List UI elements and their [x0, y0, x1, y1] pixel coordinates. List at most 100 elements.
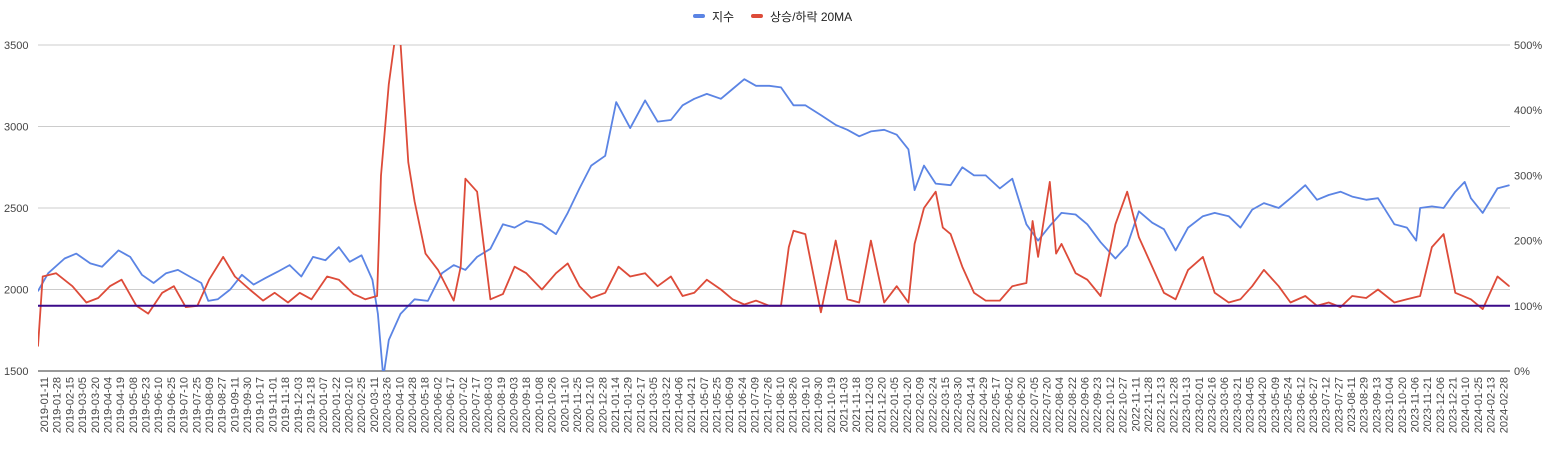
data-point: [414, 200, 416, 203]
data-point: [999, 187, 1001, 189]
x-tick-label: 2021-09-10: [800, 377, 812, 433]
legend-entry[interactable]: 지수: [693, 10, 734, 24]
legend-label: 지수: [712, 10, 734, 24]
data-point: [1443, 207, 1445, 209]
legend-label: 상승/하락 20MA: [770, 10, 852, 24]
data-point: [437, 269, 439, 271]
data-point: [1470, 298, 1472, 300]
data-point: [1482, 212, 1484, 214]
data-point: [1365, 297, 1367, 299]
data-point: [555, 272, 557, 274]
data-point: [407, 161, 409, 163]
data-point: [189, 275, 191, 278]
data-point: [1406, 227, 1408, 229]
data-point: [262, 300, 264, 302]
x-tick-label: 2020-02-25: [356, 377, 368, 433]
data-point: [1377, 288, 1379, 291]
data-point: [349, 261, 351, 263]
data-point: [1263, 269, 1265, 271]
x-tick-label: 2019-01-28: [52, 377, 64, 433]
data-point: [376, 295, 378, 297]
data-point: [732, 298, 734, 300]
data-point: [720, 288, 722, 291]
x-tick-label: 2020-09-03: [509, 377, 521, 433]
y-axis-right: 0% 100% 200% 300% 400% 500%: [1514, 40, 1542, 378]
x-tick-label: 2022-06-20: [1016, 377, 1028, 433]
x-tick-label: 2022-04-29: [978, 377, 990, 433]
data-point: [1339, 191, 1342, 193]
data-point: [300, 275, 302, 278]
data-point: [371, 279, 373, 281]
legend-entry[interactable]: 상승/하락 20MA: [751, 10, 852, 24]
data-point: [453, 264, 455, 266]
data-point: [706, 93, 708, 95]
x-tick-label: 2019-12-03: [293, 377, 305, 433]
data-point: [489, 298, 491, 300]
data-point: [999, 300, 1001, 302]
x-tick-label: 2020-06-02: [432, 377, 444, 433]
data-point: [961, 166, 963, 168]
x-tick-label: 2023-04-20: [1257, 377, 1269, 433]
data-point: [1431, 205, 1433, 207]
x-tick-label: 2022-02-24: [927, 377, 939, 433]
data-point: [312, 256, 314, 258]
x-tick-label: 2021-08-26: [788, 377, 800, 433]
data-point: [525, 220, 527, 222]
y-left-tick-label: 3000: [4, 122, 28, 134]
data-point: [788, 246, 790, 248]
data-point: [846, 129, 849, 131]
series-ratio-20ma: [38, 45, 1510, 347]
data-point: [567, 212, 569, 214]
data-point: [299, 292, 301, 294]
data-point: [147, 313, 149, 315]
x-tick-label: 2020-03-26: [382, 377, 394, 433]
x-tick-label: 2019-02-15: [64, 377, 76, 433]
data-point: [525, 272, 527, 274]
x-tick-label: 2023-11-06: [1410, 377, 1422, 432]
x-tick-label: 2022-01-20: [902, 377, 914, 433]
data-point: [464, 269, 466, 271]
data-point: [229, 288, 231, 291]
data-point: [907, 301, 910, 304]
x-tick-label: 2020-06-17: [445, 377, 457, 433]
data-point: [71, 285, 73, 287]
x-tick-label: 2024-02-28: [1498, 377, 1510, 433]
data-point: [1508, 184, 1510, 186]
data-point: [950, 184, 952, 186]
data-point: [768, 85, 770, 87]
data-point: [1239, 227, 1241, 229]
data-point: [555, 233, 557, 235]
data-point: [1037, 256, 1039, 258]
data-point: [985, 174, 987, 176]
x-tick-label: 2019-07-25: [191, 377, 203, 433]
data-point: [476, 191, 478, 193]
x-tick-label: 2021-10-19: [826, 377, 838, 433]
data-point: [1496, 187, 1499, 189]
x-tick-label: 2020-08-19: [496, 377, 508, 433]
data-point: [489, 248, 491, 250]
y-left-tick-label: 3500: [4, 40, 28, 52]
x-tick-label: 2022-02-09: [915, 377, 927, 433]
data-point: [604, 292, 606, 294]
data-point: [743, 78, 745, 80]
x-tick-label: 2019-09-11: [229, 377, 241, 432]
data-point: [377, 313, 379, 315]
x-tick-label: 2023-12-21: [1448, 377, 1460, 433]
data-point: [177, 269, 179, 271]
x-tick-label: 2023-07-27: [1333, 377, 1345, 433]
x-tick-label: 2020-10-26: [547, 377, 559, 433]
data-point: [277, 271, 279, 273]
data-point: [47, 272, 49, 274]
data-point: [883, 301, 885, 304]
data-point: [1316, 199, 1318, 201]
x-tick-label: 2024-01-10: [1460, 377, 1472, 433]
x-tick-label: 2023-12-06: [1435, 377, 1447, 433]
x-tick-label: 2020-08-03: [483, 377, 495, 433]
data-point: [380, 174, 382, 176]
data-point: [338, 279, 340, 281]
data-point: [1025, 223, 1027, 225]
data-point: [460, 266, 462, 268]
data-point: [1100, 241, 1102, 243]
data-point: [1278, 207, 1280, 209]
